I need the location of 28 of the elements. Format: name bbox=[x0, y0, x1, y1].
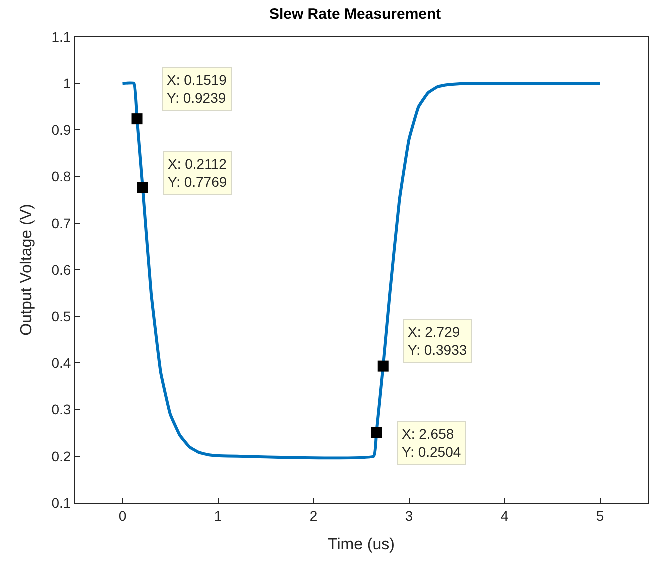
annotation: X: 2.658 Y: 0.2504 bbox=[402, 426, 462, 460]
x-tick-label: 1 bbox=[214, 508, 222, 524]
y-tick-label: 0.1 bbox=[52, 494, 72, 511]
point bbox=[371, 427, 382, 438]
chart-title: Slew Rate Measurement bbox=[269, 6, 442, 23]
x-tick-label: 2 bbox=[310, 508, 318, 524]
x-tick-label: 0 bbox=[118, 508, 127, 524]
annotation: X: 2.729 Y: 0.3933 bbox=[408, 324, 468, 358]
point bbox=[132, 114, 143, 125]
y-tick-label: 1.1 bbox=[52, 28, 72, 45]
point bbox=[378, 360, 389, 372]
annotation: X: 0.1519 Y: 0.9239 bbox=[167, 72, 228, 106]
y-tick-label: 0.9 bbox=[52, 122, 72, 138]
y-tick-label: 0.5 bbox=[52, 308, 72, 324]
y-tick-label: 0.7 bbox=[52, 215, 72, 232]
annotation: X: 0.2112 Y: 0.7769 bbox=[168, 156, 228, 190]
x-tick-label: 4 bbox=[500, 508, 509, 524]
x-tick-label: 5 bbox=[596, 508, 604, 524]
y-tick-label: 1 bbox=[63, 76, 72, 92]
point bbox=[137, 182, 148, 194]
y-tick-label: 0.6 bbox=[52, 262, 72, 278]
y-tick-label: 0.4 bbox=[52, 355, 72, 372]
x-axis-title: Time (us) bbox=[328, 536, 395, 554]
x-tick-label: 3 bbox=[405, 508, 414, 524]
y-tick-label: 0.8 bbox=[52, 168, 72, 185]
y-tick-label: 0.2 bbox=[52, 448, 72, 464]
y-axis-title: Output Voltage (V) bbox=[18, 204, 36, 336]
y-tick-label: 0.3 bbox=[52, 402, 72, 418]
